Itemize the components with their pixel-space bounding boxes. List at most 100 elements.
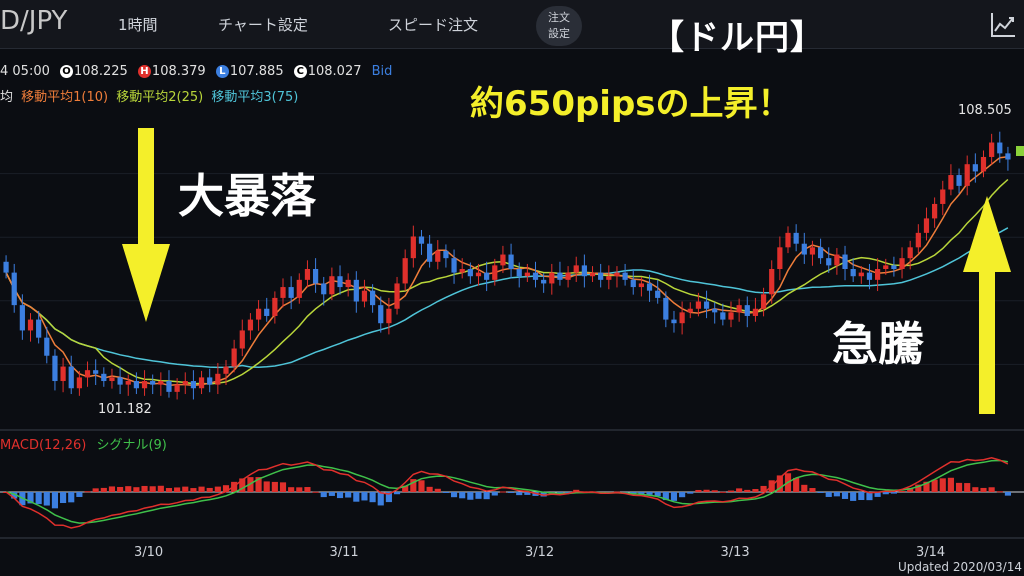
macd-histogram-bar [369, 492, 376, 503]
candle-body [231, 348, 237, 367]
chart-settings-menu[interactable]: チャート設定 [218, 16, 308, 34]
timeframe-menu[interactable]: 1時間 [118, 16, 158, 34]
macd-histogram-bar [874, 492, 881, 497]
candle-body [84, 370, 91, 378]
macd-histogram-bar [60, 492, 67, 504]
price-low-label: 101.182 [98, 402, 152, 417]
macd-histogram-bar [133, 487, 140, 492]
order-settings-button[interactable]: 注文 設定 [536, 6, 582, 46]
macd-histogram-bar [51, 492, 59, 509]
candle-body [182, 381, 188, 385]
candle-body [198, 377, 205, 389]
ohlc-readout: 4 05:00 O 108.225 H 108.379 L 107.885 C 108.… [0, 64, 392, 79]
candle-body [883, 265, 889, 269]
candle-body [720, 312, 726, 320]
currency-pair[interactable]: D/JPY [0, 6, 68, 36]
macd-histogram-bar [377, 492, 384, 506]
low-badge: L [215, 65, 229, 78]
candle-body [27, 319, 34, 331]
macd-histogram-bar [719, 491, 726, 493]
macd-histogram-bar [679, 492, 686, 498]
macd-histogram-bar [565, 492, 572, 493]
candle-body [655, 290, 661, 298]
chart-type-icon[interactable] [988, 10, 1018, 40]
candle-body [712, 308, 718, 313]
candle-body [793, 232, 799, 244]
candle-body [891, 265, 897, 269]
macd-histogram-bar [776, 475, 783, 492]
candle-body [695, 301, 702, 309]
candle-body [940, 189, 946, 204]
candle-body [1005, 153, 1011, 160]
macd-histogram-bar [980, 487, 987, 492]
candle-body [109, 377, 115, 382]
candle-body [956, 175, 962, 186]
macd-histogram-bar [328, 492, 335, 496]
macd-histogram-bar [475, 492, 482, 499]
macd-histogram-bar [165, 488, 173, 492]
macd-histogram-bar [255, 477, 262, 492]
candle-body [728, 312, 734, 320]
candle-body [321, 283, 327, 295]
macd-histogram-bar [947, 477, 954, 492]
headline-subtitle: 約650pipsの上昇！ [470, 84, 792, 124]
surge-arrow-head [963, 196, 1011, 272]
candle-body [280, 287, 286, 298]
order-settings-line2: 設定 [548, 27, 570, 40]
speed-order-menu[interactable]: スピード注文 [388, 16, 479, 34]
candle-body [207, 377, 213, 385]
macd-histogram-bar [336, 492, 344, 499]
macd-histogram-bar [84, 491, 91, 493]
candle-body [858, 272, 864, 277]
macd-histogram-bar [320, 492, 327, 498]
macd-histogram-bar [157, 485, 164, 492]
macd-histogram-bar [100, 487, 107, 492]
candle-body [671, 319, 677, 324]
candle-body [760, 294, 767, 309]
candle-body [769, 269, 775, 295]
candle-body [150, 381, 156, 385]
macd-histogram-bar [727, 490, 735, 492]
surge-annotation: 急騰 [832, 317, 924, 371]
x-tick-label: 3/12 [525, 545, 554, 560]
candle-body [68, 366, 74, 389]
candle-body [101, 373, 107, 382]
candle-body [255, 308, 262, 320]
macd-histogram-bar [450, 492, 458, 498]
macd-histogram-bar [206, 487, 213, 492]
macd-histogram-bar [695, 489, 702, 492]
candle-body [353, 279, 359, 302]
macd-histogram-bar [312, 491, 319, 493]
ohlc-low: 107.885 [229, 64, 284, 79]
macd-histogram-bar [972, 487, 979, 492]
macd-histogram-bar [279, 482, 287, 492]
candle-body [427, 243, 433, 262]
macd-histogram-bar [125, 486, 132, 492]
macd-histogram-bar [907, 487, 914, 492]
candle-body [19, 305, 25, 331]
candle-body [443, 250, 449, 259]
moving-average-lines [5, 156, 1009, 387]
macd-histogram-bar [508, 492, 515, 494]
macd-histogram-bar [304, 487, 311, 492]
candle-body [850, 269, 856, 277]
ma-legend: 均 移動平均1(10) 移動平均2(25) 移動平均3(75) [0, 86, 298, 105]
macd-histogram-bar [27, 492, 34, 504]
macd-histogram-bar [467, 492, 474, 500]
candle-body [36, 319, 42, 338]
candle-body [842, 254, 848, 269]
macd-histogram-bar [263, 481, 270, 492]
crash-arrow-head [122, 244, 170, 322]
macd-histogram-bar [182, 486, 189, 492]
candle-body [948, 175, 954, 190]
macd-histogram-bar [434, 488, 441, 492]
macd-histogram-bar [174, 487, 181, 492]
candle-body [475, 272, 482, 277]
macd-histogram-bar [524, 492, 531, 495]
ma1-legend: 移動平均1(10) [21, 90, 109, 105]
macd-histogram-bar [92, 488, 99, 492]
candle-body [516, 269, 522, 277]
candle-body [125, 381, 131, 385]
macd-histogram-bar [744, 489, 751, 492]
